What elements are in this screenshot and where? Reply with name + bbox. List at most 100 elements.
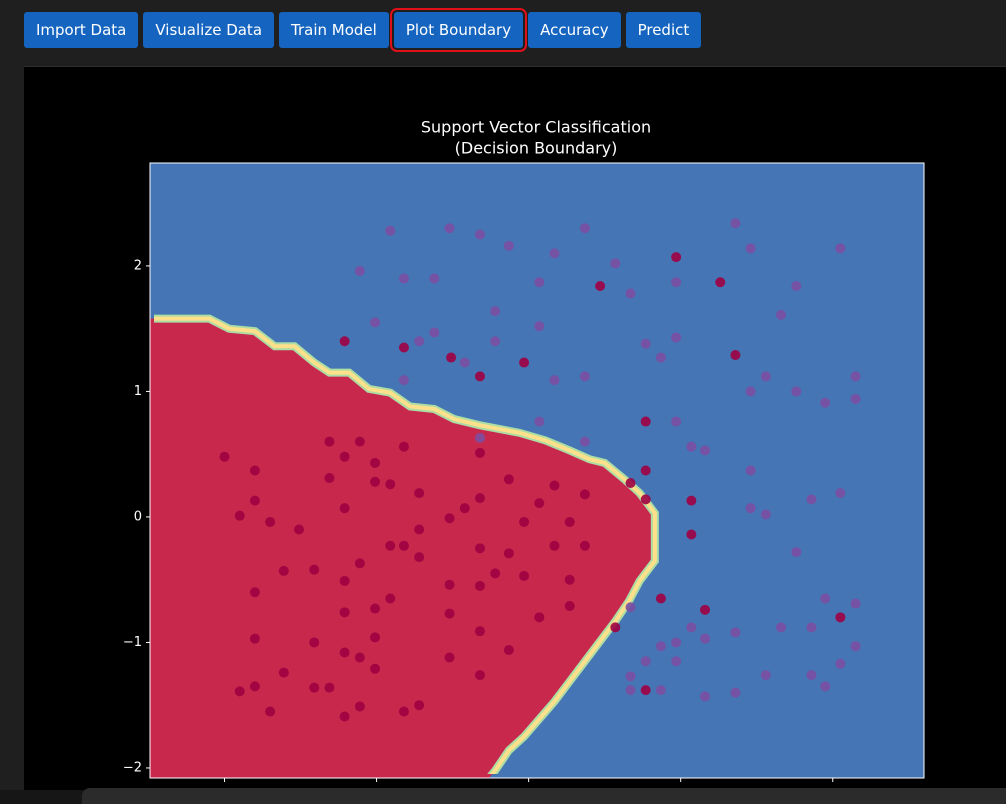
data-point [640, 685, 651, 696]
data-point [249, 681, 260, 692]
data-point [370, 603, 381, 614]
data-point [625, 602, 636, 613]
toolbar-button[interactable]: Visualize Data [143, 12, 275, 48]
data-point [625, 685, 636, 696]
data-point [219, 451, 230, 462]
data-point [835, 243, 846, 254]
data-point [760, 509, 771, 520]
data-point [339, 336, 350, 347]
data-point [835, 612, 846, 623]
data-point [671, 656, 682, 667]
data-point [579, 371, 590, 382]
data-point [700, 691, 711, 702]
y-tick-label: −2 [123, 760, 142, 775]
data-point [715, 277, 726, 288]
data-point [503, 644, 514, 655]
data-point [686, 529, 697, 540]
data-point [309, 682, 320, 693]
data-point [474, 580, 485, 591]
data-point [686, 441, 697, 452]
data-point [534, 277, 545, 288]
data-point [519, 357, 530, 368]
data-point [398, 342, 409, 353]
plot-frame [149, 162, 925, 779]
data-point [503, 240, 514, 251]
data-point [534, 321, 545, 332]
data-point [686, 495, 697, 506]
data-point [671, 277, 682, 288]
data-point [850, 641, 861, 652]
data-point [610, 258, 621, 269]
data-point [490, 336, 501, 347]
data-point [354, 436, 365, 447]
chart: Support Vector Classification (Decision … [123, 118, 925, 782]
data-point [745, 243, 756, 254]
data-point [339, 503, 350, 514]
data-point [625, 478, 636, 489]
data-point [519, 516, 530, 527]
data-point [519, 570, 530, 581]
data-point [671, 252, 682, 263]
data-point [579, 223, 590, 234]
chart-subtitle: (Decision Boundary) [455, 139, 618, 158]
data-point [474, 447, 485, 458]
data-point [610, 622, 621, 633]
data-point [655, 593, 666, 604]
data-point [686, 622, 697, 633]
data-point [503, 548, 514, 559]
data-point [564, 601, 575, 612]
data-point [278, 565, 289, 576]
data-point [564, 516, 575, 527]
data-point [444, 608, 455, 619]
data-point [370, 457, 381, 468]
data-point [385, 479, 396, 490]
data-point [339, 575, 350, 586]
data-point [534, 612, 545, 623]
data-point [324, 436, 335, 447]
data-point [579, 489, 590, 500]
data-point [370, 632, 381, 643]
data-point [249, 587, 260, 598]
data-point [234, 686, 245, 697]
chart-title: Support Vector Classification [421, 118, 651, 137]
data-point [745, 503, 756, 514]
y-tick-label: 2 [134, 258, 142, 273]
data-point [278, 667, 289, 678]
toolbar-button[interactable]: Accuracy [528, 12, 621, 48]
data-point [414, 552, 425, 563]
data-point [474, 493, 485, 504]
y-tick-label: 0 [134, 509, 142, 524]
data-point [398, 273, 409, 284]
toolbar-button[interactable]: Predict [625, 12, 702, 48]
y-tick-label: −1 [123, 635, 142, 650]
toolbar-button[interactable]: Plot Boundary [389, 8, 528, 52]
data-point [339, 451, 350, 462]
data-point [534, 498, 545, 509]
data-point [444, 652, 455, 663]
data-point [414, 336, 425, 347]
data-point [474, 626, 485, 637]
data-point [640, 494, 651, 505]
toolbar-button[interactable]: Import Data [24, 12, 139, 48]
data-point [429, 327, 440, 338]
data-point [579, 540, 590, 551]
data-point [474, 229, 485, 240]
data-point [760, 670, 771, 681]
data-point [730, 350, 741, 361]
data-point [503, 474, 514, 485]
data-point [700, 604, 711, 615]
data-point [776, 309, 787, 320]
data-point [655, 352, 666, 363]
data-point [414, 700, 425, 711]
data-point [309, 564, 320, 575]
data-point [549, 375, 560, 386]
y-tick-label: 1 [134, 384, 142, 399]
data-point [820, 593, 831, 604]
data-point [490, 306, 501, 317]
data-point [385, 593, 396, 604]
data-point [490, 568, 501, 579]
toolbar-button[interactable]: Train Model [279, 12, 389, 48]
data-point [249, 495, 260, 506]
data-point [549, 540, 560, 551]
